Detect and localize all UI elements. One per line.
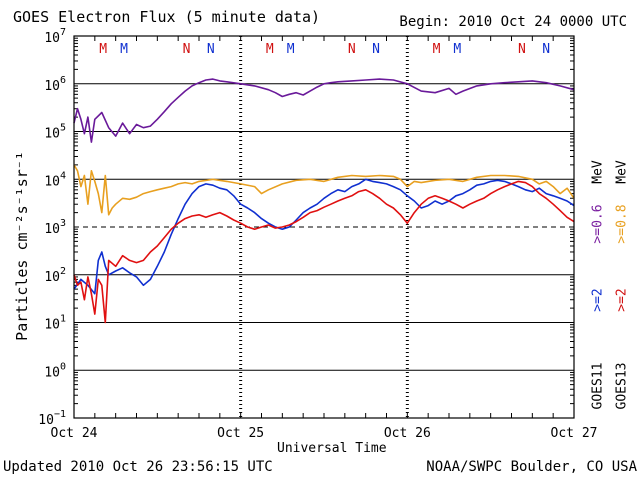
legend-entry: >=2 xyxy=(614,288,630,312)
begin-date: Begin: 2010 Oct 24 0000 UTC xyxy=(399,14,627,30)
y-axis-label: Particles cm⁻²s⁻¹sr⁻¹ xyxy=(13,151,31,341)
legend-entry: MeV xyxy=(590,160,606,184)
marker-N: N xyxy=(518,42,526,57)
x-tick-label: Oct 26 xyxy=(384,426,431,441)
marker-N: N xyxy=(372,42,380,57)
x-tick-label: Oct 27 xyxy=(551,426,598,441)
legend-entry: GOES11 xyxy=(590,362,606,410)
series-line-2 xyxy=(73,178,575,295)
y-tick-label: 107 xyxy=(44,27,66,46)
series-line-1 xyxy=(73,164,575,216)
chart-title: GOES Electron Flux (5 minute data) xyxy=(13,8,321,26)
marker-N: N xyxy=(348,42,356,57)
marker-N: N xyxy=(207,42,215,57)
legend-entry: >=0.6 xyxy=(590,204,606,244)
marker-M: M xyxy=(453,42,461,57)
y-tick-label: 10−1 xyxy=(38,409,66,428)
y-tick-label: 104 xyxy=(44,170,66,189)
marker-M: M xyxy=(287,42,295,57)
y-tick-label: 100 xyxy=(44,361,66,380)
plot-frame xyxy=(73,35,575,419)
marker-N: N xyxy=(183,42,191,57)
legend-entry: >=0.8 xyxy=(614,204,630,244)
updated-timestamp: Updated 2010 Oct 26 23:56:15 UTC xyxy=(3,459,273,475)
y-tick-label: 105 xyxy=(44,123,66,142)
y-tick-label: 101 xyxy=(44,314,66,333)
credit-text: NOAA/SWPC Boulder, CO USA xyxy=(426,459,637,475)
series-line-0 xyxy=(73,78,575,143)
x-tick-label: Oct 25 xyxy=(217,426,264,441)
y-tick-label: 102 xyxy=(44,266,66,285)
legend-entry: >=2 xyxy=(590,288,606,312)
x-tick-label: Oct 24 xyxy=(51,426,98,441)
marker-M: M xyxy=(120,42,128,57)
marker-M: M xyxy=(433,42,441,57)
y-tick-label: 106 xyxy=(44,75,66,94)
legend-entry: GOES13 xyxy=(614,362,630,410)
marker-N: N xyxy=(542,42,550,57)
y-tick-label: 103 xyxy=(44,218,66,237)
legend-entry: MeV xyxy=(614,160,630,184)
marker-M: M xyxy=(266,42,274,57)
series-line-3 xyxy=(73,180,575,324)
marker-M: M xyxy=(99,42,107,57)
x-axis-label: Universal Time xyxy=(277,441,387,456)
